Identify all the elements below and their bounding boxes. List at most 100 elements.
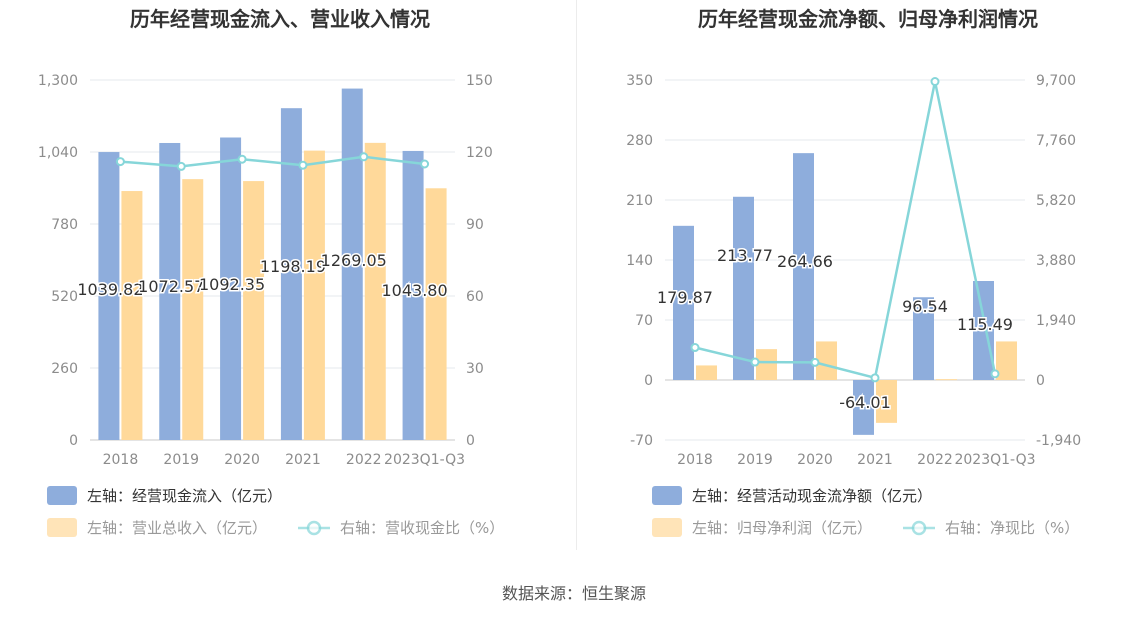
- chart2-ratio-line: [694, 81, 997, 380]
- chart2-left-tick-label: 280: [626, 133, 653, 149]
- chart2-bar-primary: [973, 281, 994, 380]
- chart1-data-label: 1269.05: [321, 251, 387, 270]
- chart1-legend-swatch-secondary: [47, 518, 77, 537]
- chart1-legend-label-secondary: 左轴：营业总收入（亿元）: [87, 519, 267, 537]
- chart1-ratio-point: [420, 159, 430, 169]
- chart1-title: 历年经营现金流入、营业收入情况: [130, 7, 430, 31]
- chart2-data-label: 264.66: [777, 252, 833, 271]
- chart1-data-label: 1092.35: [199, 275, 265, 294]
- chart1-bar-secondary: [243, 181, 265, 441]
- chart2-left-tick-label: 70: [635, 313, 653, 329]
- chart2-category-label: 2020: [797, 452, 833, 468]
- chart1-bar-primary: [402, 150, 424, 440]
- chart2-legend-label-secondary: 左轴：归母净利润（亿元）: [692, 519, 872, 537]
- chart1-right-tick-label: 120: [466, 145, 493, 161]
- chart1-left-tick-label: 0: [69, 433, 78, 449]
- chart1-right-tick-label: 150: [466, 73, 493, 89]
- chart2-ratio-point: [750, 357, 760, 367]
- chart1-ratio-point: [115, 157, 125, 167]
- chart1-data-label: 1198.19: [260, 257, 326, 276]
- chart2-data-label: 213.77: [717, 246, 773, 265]
- chart2-left-tick-label: 140: [626, 253, 653, 269]
- chart2-right-tick-label: 7,760: [1036, 133, 1076, 149]
- chart2-bar-primary: [733, 196, 754, 380]
- chart2-bar-secondary: [936, 379, 957, 381]
- chart1-ratio-point: [298, 160, 308, 170]
- chart2-bar-secondary: [876, 380, 897, 423]
- chart2-bar-secondary: [816, 341, 837, 380]
- chart2-ratio-point: [810, 357, 820, 367]
- chart2-data-label: 115.49: [957, 315, 1013, 334]
- chart1-category-label: 2020: [224, 452, 260, 468]
- chart1-ratio-point: [176, 161, 186, 171]
- chart2-legend-line-marker: [911, 520, 927, 536]
- chart1-right-tick-label: 30: [466, 361, 484, 377]
- chart1-bar-primary: [98, 152, 120, 440]
- chart2-category-label: 2018: [677, 452, 713, 468]
- chart1-category-label: 2019: [163, 452, 199, 468]
- chart2-data-label: -64.01: [839, 393, 891, 412]
- chart2-bar-secondary: [696, 365, 717, 380]
- chart2-right-tick-label: 1,940: [1036, 313, 1076, 329]
- chart1-data-label: 1072.57: [138, 277, 204, 296]
- chart2-left-tick-label: 350: [626, 73, 653, 89]
- chart2-data-label: 179.87: [657, 288, 713, 307]
- chart2-ratio-point: [870, 373, 880, 383]
- chart2-bar-primary: [853, 380, 874, 435]
- chart1-left-tick-label: 1,040: [38, 145, 78, 161]
- chart1-category-label: 2022: [346, 452, 382, 468]
- chart2-bar-primary: [673, 225, 694, 380]
- chart1-left-tick-label: 520: [51, 289, 78, 305]
- chart2-legend-label-line: 右轴：净现比（%）: [945, 519, 1079, 537]
- chart2-bar-secondary: [756, 349, 777, 380]
- chart1-left-tick-label: 260: [51, 361, 78, 377]
- chart2-right-tick-label: 3,880: [1036, 253, 1076, 269]
- chart2-bar-primary: [913, 297, 934, 380]
- chart1-bar-primary: [220, 137, 242, 440]
- chart2-category-label: 2019: [737, 452, 773, 468]
- chart1-right-tick-label: 60: [466, 289, 484, 305]
- chart2-legend-swatch-secondary: [652, 518, 682, 537]
- chart2-ratio-point: [990, 369, 1000, 379]
- chart2-left-tick-label: 0: [644, 373, 653, 389]
- chart1-ratio-point: [359, 152, 369, 162]
- chart1-data-label: 1043.80: [381, 281, 447, 300]
- chart2-category-label: 2021: [857, 452, 893, 468]
- chart1-bar-secondary: [182, 179, 204, 440]
- chart1-ratio-line: [120, 155, 425, 168]
- chart2-right-tick-label: 9,700: [1036, 73, 1076, 89]
- panel-divider: [576, 0, 577, 550]
- chart1-left-tick-label: 780: [51, 217, 78, 233]
- chart1-legend-line-marker: [306, 520, 322, 536]
- chart1-legend-label-line: 右轴：营收现金比（%）: [340, 519, 504, 537]
- chart2-left-tick-label: 210: [626, 193, 653, 209]
- chart1-bar-secondary: [364, 142, 386, 440]
- chart1-bar-secondary: [425, 188, 447, 440]
- chart1-bar-secondary: [121, 191, 143, 440]
- chart2-ratio-point: [690, 343, 700, 353]
- data-source-note: 数据来源：恒生聚源: [501, 584, 646, 603]
- chart1-ratio-point: [237, 154, 247, 164]
- chart2-category-label: 2023Q1-Q3: [954, 452, 1035, 468]
- chart2-left-tick-label: -70: [630, 433, 653, 449]
- chart2-bar-primary: [793, 153, 814, 380]
- chart2-category-label: 2022: [917, 452, 953, 468]
- chart1-legend-swatch-primary: [47, 486, 77, 505]
- chart2-ratio-point: [930, 77, 940, 87]
- chart1-right-tick-label: 90: [466, 217, 484, 233]
- chart2-legend-swatch-primary: [652, 486, 682, 505]
- chart2-right-tick-label: 5,820: [1036, 193, 1076, 209]
- chart2-bar-secondary: [996, 341, 1017, 380]
- chart1-data-label: 1039.82: [77, 280, 143, 299]
- chart1-bar-primary: [341, 88, 363, 440]
- chart1-right-tick-label: 0: [466, 433, 475, 449]
- chart1-category-label: 2018: [103, 452, 139, 468]
- chart2-data-label: 96.54: [902, 297, 948, 316]
- chart1-category-label: 2021: [285, 452, 321, 468]
- chart1-category-label: 2023Q1-Q3: [384, 452, 465, 468]
- chart1-bar-primary: [280, 108, 302, 440]
- chart1-left-tick-label: 1,300: [38, 73, 78, 89]
- chart1-bar-secondary: [303, 150, 325, 440]
- chart1-bar-primary: [159, 142, 181, 440]
- charts-canvas: 历年经营现金流入、营业收入情况 0 260 520 780 1,040 1,300 0 30 60…: [38, 7, 1081, 537]
